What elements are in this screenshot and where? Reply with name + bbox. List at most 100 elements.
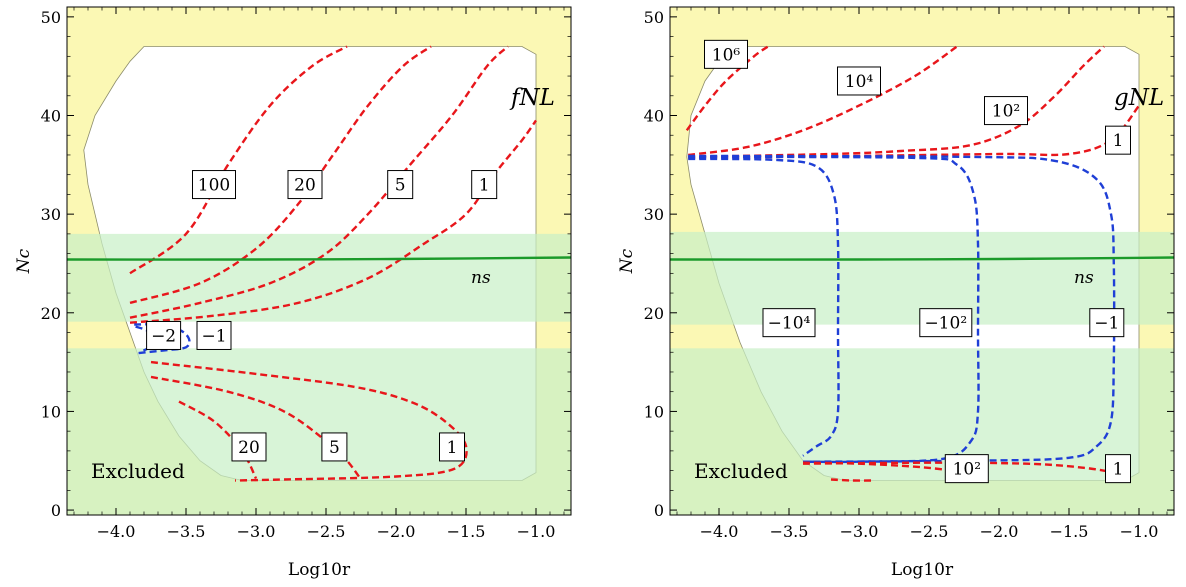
contour-label-box <box>387 170 414 200</box>
x-tick-label: −1.0 <box>517 522 556 541</box>
excluded-label: Excluded <box>91 459 185 483</box>
y-tick-label: 30 <box>644 205 664 224</box>
contour-0 <box>129 45 348 275</box>
right-panel: 10⁶ 10⁴ 10² 1 −10⁴ −10² −1 10² 1 gNL ns Excluded −4.… <box>617 6 1175 580</box>
contour-label-6: 20 <box>231 432 267 462</box>
x-tick-label: −2.0 <box>377 522 416 541</box>
y-tick-label: 0 <box>51 501 61 520</box>
y-tick-label: 30 <box>41 205 61 224</box>
x-tick-label: −4.0 <box>700 522 739 541</box>
ns-label: ns <box>1074 268 1094 288</box>
contour-label-0: 100 <box>192 170 236 200</box>
contour-label-4: −10⁴ <box>762 308 816 338</box>
x-tick-label: −1.5 <box>1050 522 1089 541</box>
contour-label-8: 1 <box>439 432 465 462</box>
contour-6 <box>178 400 258 480</box>
contour-label-0: 10⁶ <box>704 39 748 69</box>
contour-label-text: −1 <box>1094 314 1119 334</box>
x-tick-label: −3.0 <box>237 522 276 541</box>
contour-label-7: 5 <box>321 432 348 462</box>
ns-band-1 <box>670 348 1174 515</box>
y-tick-label: 20 <box>41 304 61 323</box>
y-tick-label: 10 <box>41 402 61 421</box>
contour-label-3: 1 <box>471 170 498 200</box>
x-tick-label: −3.5 <box>167 522 206 541</box>
y-axis-label: Nc <box>617 248 637 274</box>
contour-label-8: 1 <box>1105 454 1131 484</box>
contour-label-text: 20 <box>238 438 260 458</box>
contour-label-4: −2 <box>146 320 182 350</box>
contour-5 <box>688 155 980 464</box>
contour-1 <box>688 45 958 157</box>
ns-label: ns <box>471 268 491 288</box>
contour-label-box <box>439 432 465 462</box>
contour-label-text: 1 <box>447 438 458 458</box>
contour-label-box <box>146 320 182 350</box>
y-tick-label: 0 <box>654 501 664 520</box>
x-tick-label: −4.0 <box>97 522 136 541</box>
contour-label-text: 1 <box>1113 460 1124 480</box>
contour-label-text: 10² <box>992 102 1020 122</box>
plot-frame <box>66 6 572 516</box>
y-tick-label: 10 <box>644 402 664 421</box>
x-tick-label: −1.5 <box>447 522 486 541</box>
contour-label-2: 5 <box>387 170 414 200</box>
contour-label-box <box>1105 454 1131 484</box>
y-axis-label: Nc <box>14 248 34 274</box>
contour-4 <box>688 157 840 457</box>
ns-line <box>669 256 1175 261</box>
x-tick-label: −3.0 <box>840 522 879 541</box>
contour-label-box <box>1089 308 1125 338</box>
contour-label-box <box>321 432 348 462</box>
contour-label-1: 10⁴ <box>837 66 881 96</box>
contour-label-text: 1 <box>1113 131 1124 151</box>
contour-3 <box>688 104 1140 160</box>
y-tick-label: 40 <box>644 107 664 126</box>
contour-label-box <box>196 320 232 350</box>
contour-label-text: 5 <box>329 438 340 458</box>
contour-label-box <box>1105 125 1131 155</box>
x-axis-label: Log10r <box>288 560 351 580</box>
y-tick-label: 40 <box>41 107 61 126</box>
contour-label-box <box>287 170 323 200</box>
contour-label-1: 20 <box>287 170 323 200</box>
contour-label-box <box>984 96 1028 126</box>
contour-label-text: 100 <box>198 176 230 196</box>
x-tick-label: −2.5 <box>910 522 949 541</box>
contour-label-box <box>192 170 236 200</box>
contour-label-text: −10⁴ <box>768 314 811 334</box>
y-tick-label: 50 <box>644 8 664 27</box>
contour-label-box <box>919 308 973 338</box>
contour-label-box <box>762 308 816 338</box>
contour-label-box <box>231 432 267 462</box>
contour-label-box <box>837 66 881 96</box>
y-tick-label: 50 <box>41 8 61 27</box>
excluded-label: Excluded <box>694 459 788 483</box>
contour-2 <box>129 45 509 319</box>
quantity-label: fNL <box>509 85 555 111</box>
contour-label-text: 10² <box>953 460 981 480</box>
contour-label-box <box>471 170 498 200</box>
contour-label-2: 10² <box>984 96 1028 126</box>
contour-label-6: −1 <box>1089 308 1125 338</box>
contour-2 <box>688 45 1105 159</box>
contour-label-box <box>704 39 748 69</box>
contour-label-3: 1 <box>1105 125 1131 155</box>
x-tick-label: −2.5 <box>307 522 346 541</box>
x-tick-label: −1.0 <box>1120 522 1159 541</box>
contour-label-box <box>944 454 989 484</box>
contour-label-text: −2 <box>151 326 176 346</box>
contour-label-5: −1 <box>196 320 232 350</box>
ns-band-0 <box>67 233 571 322</box>
contour-label-text: −10² <box>924 314 967 334</box>
contour-label-text: 20 <box>294 176 316 196</box>
contour-label-text: 10⁴ <box>845 72 874 92</box>
contour-label-text: 5 <box>395 176 406 196</box>
contour-label-7: 10² <box>944 454 989 484</box>
plot-frame <box>669 6 1175 516</box>
contour-label-text: 10⁶ <box>712 45 741 65</box>
ns-line <box>66 256 572 261</box>
contour-6 <box>688 154 1116 463</box>
ns-band-1 <box>67 348 571 515</box>
